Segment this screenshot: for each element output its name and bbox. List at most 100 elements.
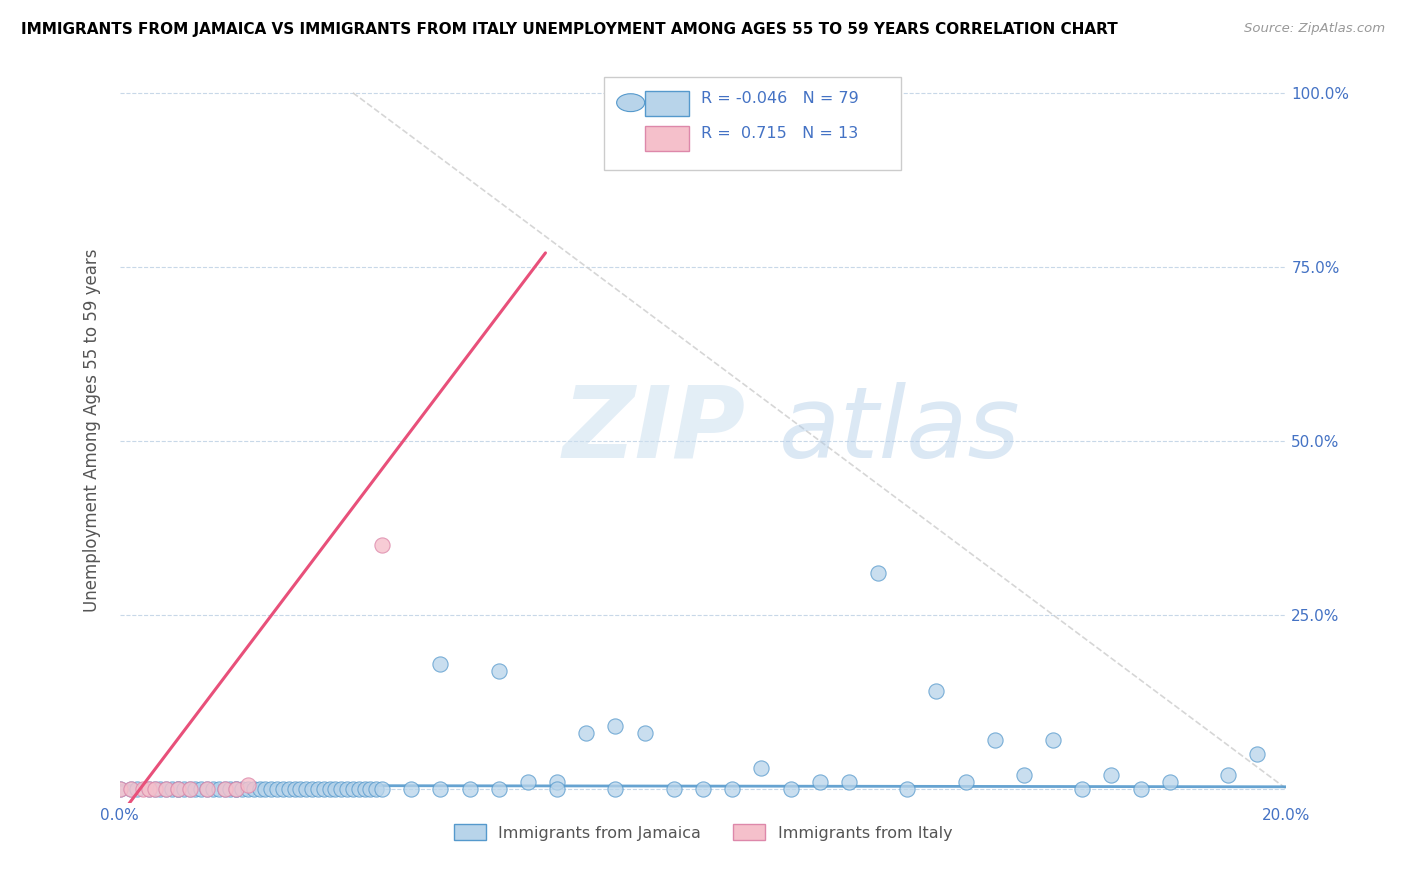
Point (166, 781, 188, 796)
Point (318, 781, 340, 796)
Point (1216, 768, 1240, 782)
Point (277, 781, 299, 796)
Point (166, 781, 188, 796)
Point (692, 781, 714, 796)
Text: atlas: atlas (779, 382, 1021, 479)
Point (488, 664, 510, 678)
Point (283, 781, 307, 796)
Point (225, 781, 247, 796)
Point (108, 781, 131, 796)
Point (866, 566, 890, 580)
Point (214, 781, 236, 796)
Point (575, 726, 598, 740)
Point (325, 781, 347, 796)
Point (201, 781, 224, 796)
Text: ZIP: ZIP (562, 382, 747, 479)
Point (955, 775, 977, 789)
Point (236, 778, 259, 792)
Point (143, 781, 166, 796)
Point (120, 781, 142, 796)
Point (242, 781, 264, 796)
Point (429, 781, 451, 796)
Point (488, 781, 510, 796)
Point (166, 781, 188, 796)
Point (236, 781, 259, 796)
Point (1012, 768, 1035, 782)
Point (184, 781, 207, 796)
Point (231, 781, 253, 796)
Point (312, 781, 335, 796)
Point (342, 781, 364, 796)
Point (173, 781, 195, 796)
Point (307, 781, 329, 796)
Point (149, 781, 172, 796)
Point (1099, 768, 1122, 782)
Point (896, 781, 918, 796)
Text: R =  0.715   N = 13: R = 0.715 N = 13 (700, 127, 858, 142)
Point (108, 781, 131, 796)
Point (925, 684, 948, 698)
Point (295, 781, 318, 796)
Point (225, 781, 247, 796)
Point (347, 781, 370, 796)
Point (155, 781, 177, 796)
Point (138, 781, 160, 796)
Point (336, 781, 359, 796)
Point (266, 781, 288, 796)
Point (155, 781, 177, 796)
Text: IMMIGRANTS FROM JAMAICA VS IMMIGRANTS FROM ITALY UNEMPLOYMENT AMONG AGES 55 TO 5: IMMIGRANTS FROM JAMAICA VS IMMIGRANTS FR… (21, 22, 1118, 37)
Point (546, 775, 568, 789)
Point (125, 781, 148, 796)
Point (120, 781, 142, 796)
Point (132, 781, 155, 796)
Point (195, 781, 218, 796)
Point (1129, 781, 1152, 796)
Point (254, 781, 277, 796)
Point (838, 775, 860, 789)
Point (721, 781, 744, 796)
Point (225, 781, 247, 796)
Point (260, 781, 283, 796)
Point (214, 781, 236, 796)
FancyBboxPatch shape (603, 77, 901, 169)
Point (605, 719, 627, 733)
Point (546, 781, 568, 796)
Point (219, 781, 242, 796)
Point (353, 781, 375, 796)
FancyBboxPatch shape (644, 126, 689, 151)
Point (290, 781, 312, 796)
Point (190, 781, 212, 796)
Point (1042, 733, 1064, 747)
Point (160, 781, 183, 796)
FancyBboxPatch shape (644, 91, 689, 116)
Point (371, 781, 394, 796)
Point (779, 781, 801, 796)
Point (143, 781, 166, 796)
Point (208, 781, 231, 796)
Point (751, 761, 773, 775)
Text: R = -0.046   N = 79: R = -0.046 N = 79 (700, 92, 859, 106)
Point (1071, 781, 1094, 796)
Point (138, 781, 160, 796)
Y-axis label: Unemployment Among Ages 55 to 59 years: Unemployment Among Ages 55 to 59 years (83, 249, 101, 612)
Point (633, 726, 655, 740)
Point (366, 781, 388, 796)
Point (605, 781, 627, 796)
Circle shape (617, 94, 645, 112)
Point (517, 775, 540, 789)
Legend: Immigrants from Jamaica, Immigrants from Italy: Immigrants from Jamaica, Immigrants from… (447, 818, 959, 847)
Point (195, 781, 218, 796)
Point (271, 781, 294, 796)
Point (359, 781, 381, 796)
Point (429, 657, 451, 671)
Point (662, 781, 685, 796)
Point (179, 781, 201, 796)
Point (179, 781, 201, 796)
Text: Source: ZipAtlas.com: Source: ZipAtlas.com (1244, 22, 1385, 36)
Point (1246, 747, 1268, 761)
Point (808, 775, 831, 789)
Point (301, 781, 323, 796)
Point (1159, 775, 1181, 789)
Point (330, 781, 353, 796)
Point (983, 733, 1005, 747)
